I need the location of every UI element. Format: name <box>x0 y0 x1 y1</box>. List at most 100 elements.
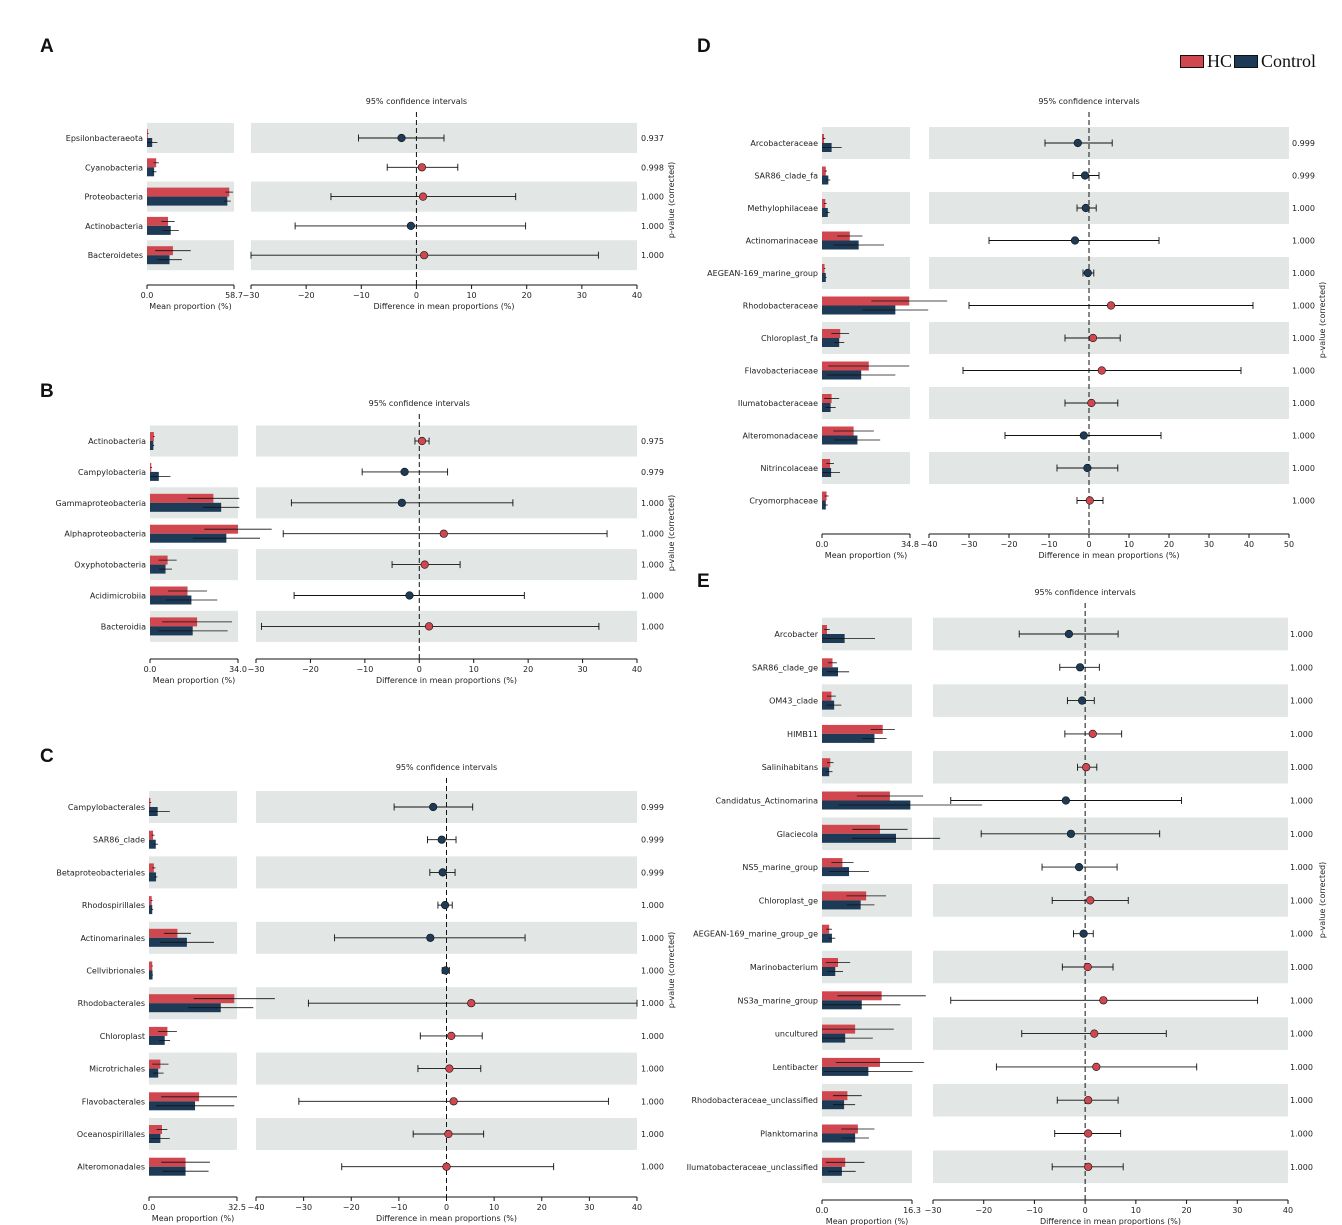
p-value: 1.000 <box>1292 334 1315 343</box>
diff-tick-label: 30 <box>1232 1206 1242 1215</box>
p-value: 1.000 <box>1290 896 1313 905</box>
hc-bar <box>147 158 157 168</box>
diff-point <box>1084 1162 1093 1171</box>
taxon-label: Arcobacter <box>774 630 818 639</box>
diff-point <box>1083 463 1092 473</box>
taxon-label: Glaciecola <box>777 830 818 839</box>
mean-tick-label: 58.7 <box>225 291 243 300</box>
diff-tick-label: −10 <box>390 1203 407 1212</box>
p-value: 0.975 <box>641 437 664 446</box>
row-band <box>822 257 910 289</box>
control-bar <box>147 196 228 206</box>
taxon-label: Lentibacter <box>773 1063 819 1072</box>
diff-point <box>1099 996 1108 1005</box>
legend-item-hc: HC <box>1180 51 1232 72</box>
hc-bar <box>822 924 830 934</box>
diff-tick-label: 0 <box>444 1203 449 1212</box>
p-value: 1.000 <box>1290 1063 1313 1072</box>
row-band <box>822 127 910 159</box>
p-value: 1.000 <box>641 1032 664 1041</box>
taxon-label: Marinobacterium <box>750 963 818 972</box>
diff-tick-label: −30 <box>961 540 978 549</box>
p-value: 1.000 <box>641 193 664 202</box>
p-value: 1.000 <box>641 530 664 539</box>
taxon-label: Salinihabitans <box>762 763 818 772</box>
diff-axis-title: Difference in mean proportions (%) <box>1038 551 1179 560</box>
diff-tick-label: 10 <box>1131 1206 1141 1215</box>
hc-bar <box>149 994 235 1004</box>
p-value: 0.999 <box>1292 139 1315 148</box>
hc-bar <box>822 491 827 501</box>
diff-tick-label: −20 <box>975 1206 992 1215</box>
p-value: 1.000 <box>641 1065 664 1074</box>
control-bar <box>150 564 166 574</box>
p-value: 1.000 <box>641 561 664 570</box>
row-band <box>929 192 1289 224</box>
taxon-label: Cyanobacteria <box>85 163 143 172</box>
taxon-label: OM43_clade <box>769 697 818 706</box>
diff-point <box>1079 929 1088 938</box>
mean-axis-title: Mean proportion (%) <box>153 676 235 685</box>
diff-point <box>1090 1029 1099 1038</box>
diff-point <box>1084 1129 1093 1138</box>
p-value: 1.000 <box>1292 497 1315 506</box>
taxon-label: Methylophilaceae <box>747 204 818 213</box>
diff-point <box>1079 431 1088 440</box>
diff-point <box>440 900 450 910</box>
pvalue-axis-title: p-value (corrected) <box>667 495 676 571</box>
legend: HC Control <box>1180 50 1316 72</box>
panel-letter-c: C <box>40 746 54 767</box>
ci-title: 95% confidence intervals <box>366 97 467 106</box>
diff-point <box>1092 1062 1101 1071</box>
p-value: 1.000 <box>1290 797 1313 806</box>
diff-tick-label: 10 <box>1124 540 1134 549</box>
diff-point <box>442 1162 451 1171</box>
control-bar <box>822 900 861 910</box>
p-value: 1.000 <box>1292 237 1315 246</box>
mean-tick-label: 34.8 <box>901 540 919 549</box>
diff-point <box>1097 366 1106 375</box>
legend-label-hc: HC <box>1207 50 1233 71</box>
ci-title: 95% confidence intervals <box>1038 97 1139 106</box>
diff-point <box>1077 696 1087 705</box>
diff-point <box>445 1064 454 1073</box>
p-value: 1.000 <box>1292 302 1315 311</box>
taxon-label: Flavobacterales <box>82 1097 145 1106</box>
diff-point <box>444 1129 453 1139</box>
diff-tick-label: 40 <box>1283 1206 1293 1215</box>
diff-point <box>424 622 434 631</box>
diff-axis-title: Difference in mean proportions (%) <box>376 1214 517 1223</box>
diff-point <box>1074 862 1084 872</box>
panel-letter-a: A <box>40 36 54 57</box>
taxon-label: Cryomorphaceae <box>749 497 818 506</box>
taxon-label: Bacteroidia <box>101 622 146 631</box>
control-bar <box>150 533 227 543</box>
diff-point <box>420 560 429 569</box>
p-value: 1.000 <box>1290 697 1313 706</box>
diff-point <box>439 529 448 538</box>
control-bar <box>149 1035 165 1045</box>
hc-bar <box>822 824 880 834</box>
pvalue-axis-title: p-value (corrected) <box>667 932 676 1008</box>
control-bar <box>822 933 832 943</box>
taxon-label: Actinomarinaceae <box>746 237 818 246</box>
taxon-label: Oceanospirillales <box>77 1130 145 1139</box>
row-band <box>822 192 910 224</box>
diff-point <box>437 835 446 844</box>
taxon-label: Planktomarina <box>760 1130 818 1139</box>
diff-tick-label: 40 <box>632 291 642 300</box>
taxon-label: Proteobacteria <box>85 193 144 202</box>
diff-point <box>429 802 438 812</box>
p-value: 1.000 <box>1290 1130 1313 1139</box>
p-value: 1.000 <box>641 622 664 631</box>
taxon-label: AEGEAN-169_marine_group <box>707 269 818 278</box>
taxon-label: Rhodospirillales <box>82 901 145 910</box>
diff-tick-label: 30 <box>577 291 587 300</box>
diff-tick-label: −20 <box>298 291 315 300</box>
diff-tick-label: 0 <box>414 291 419 300</box>
p-value: 1.000 <box>1292 269 1315 278</box>
p-value: 0.999 <box>641 836 664 845</box>
row-band <box>149 1118 237 1150</box>
